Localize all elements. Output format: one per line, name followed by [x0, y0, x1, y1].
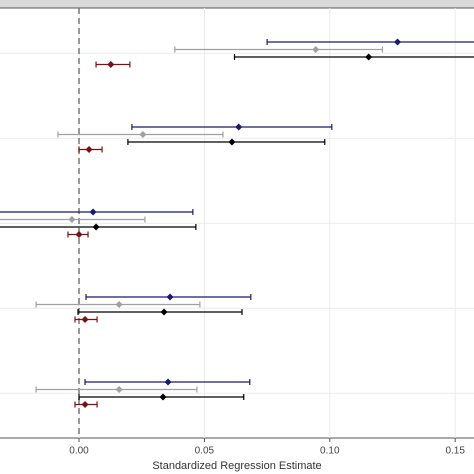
x-tick-label: 0.05: [195, 446, 215, 457]
point: [115, 386, 123, 393]
point: [107, 61, 115, 68]
error-bar: [77, 309, 243, 315]
plot-area: [0, 8, 474, 438]
error-bar: [0, 216, 146, 223]
point: [115, 301, 123, 308]
error-bar: [174, 46, 384, 53]
point: [228, 138, 236, 146]
error-bar: [0, 209, 194, 215]
error-bar: [233, 54, 474, 60]
point: [75, 231, 83, 238]
x-tick-label: 0.10: [320, 446, 340, 457]
error-bar: [127, 139, 326, 145]
point: [89, 208, 97, 216]
point: [394, 38, 402, 46]
point: [68, 216, 76, 223]
point: [92, 223, 100, 231]
point: [85, 146, 93, 153]
point: [81, 401, 89, 408]
point: [312, 46, 320, 53]
x-tick-label: 0.00: [69, 446, 89, 457]
error-bar: [266, 39, 474, 45]
point: [139, 131, 147, 138]
point: [81, 316, 89, 323]
error-bar: [131, 124, 333, 130]
point: [365, 53, 373, 61]
strip: [0, 0, 474, 8]
point: [159, 393, 167, 401]
point: [164, 378, 172, 386]
x-axis-label: Standardized Regression Estimate: [152, 460, 321, 472]
x-tick-label: 0.15: [445, 446, 465, 457]
point: [235, 123, 243, 131]
point: [166, 293, 174, 301]
point: [160, 308, 168, 316]
